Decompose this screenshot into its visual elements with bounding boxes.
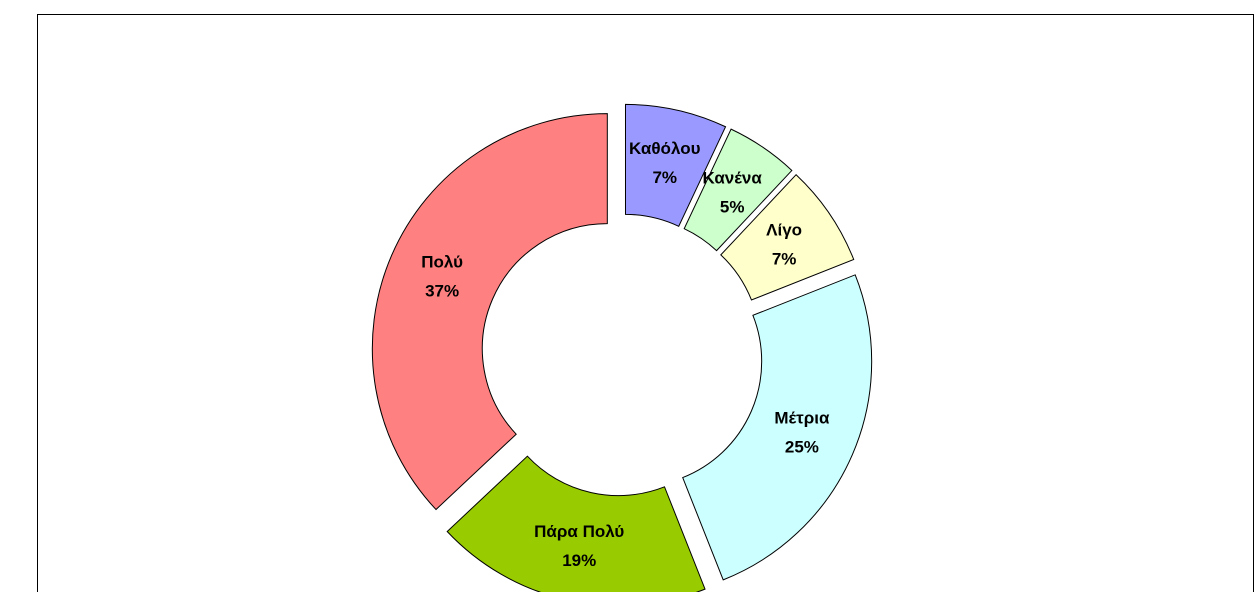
segment-label: Λίγο xyxy=(766,220,802,239)
segment-label: Πάρα Πολύ xyxy=(534,522,624,541)
segment-value-label: 7% xyxy=(652,168,677,187)
segment-label: Πολύ xyxy=(421,253,463,272)
donut-segment xyxy=(683,128,793,252)
donut-segment xyxy=(446,455,706,592)
segment-value-label: 25% xyxy=(785,437,819,456)
segment-value-label: 37% xyxy=(425,282,459,301)
segment-label: Κανένα xyxy=(702,168,762,187)
donut-segment xyxy=(720,173,855,301)
donut-segment xyxy=(624,103,727,227)
segment-label: Καθόλου xyxy=(629,139,701,158)
segment-label: Μέτρια xyxy=(774,408,830,427)
donut-segment xyxy=(682,274,873,581)
segment-value-label: 19% xyxy=(562,551,596,570)
donut-segment xyxy=(371,113,608,511)
segment-value-label: 5% xyxy=(720,197,745,216)
segment-value-label: 7% xyxy=(772,249,797,268)
